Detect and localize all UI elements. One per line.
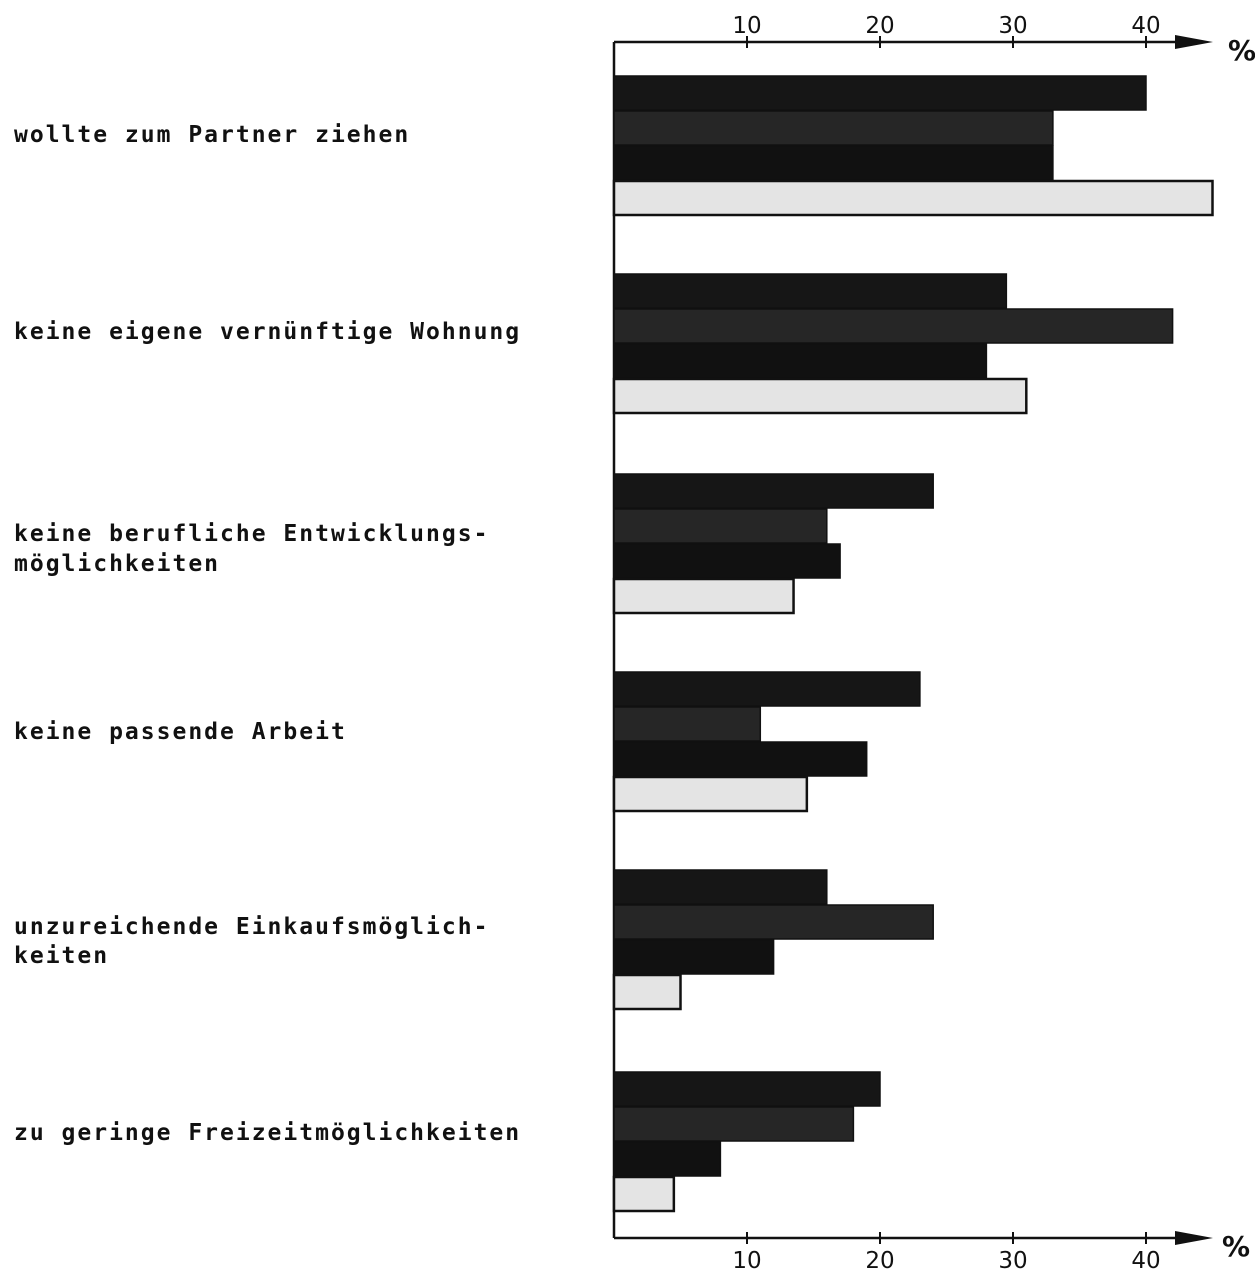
x-axis-unit-top: % — [1228, 34, 1255, 67]
bar — [613, 508, 828, 544]
bar — [613, 543, 841, 579]
category-label: keine berufliche Entwicklungs- — [14, 521, 489, 547]
bar — [613, 343, 988, 379]
x-tick-label-bottom: 10 — [732, 1248, 761, 1274]
x-axis-unit-bottom: % — [1222, 1230, 1250, 1263]
bar — [612, 973, 682, 1011]
bar — [613, 273, 1008, 309]
x-tick-label-top: 30 — [998, 13, 1027, 39]
bar — [612, 179, 1214, 217]
bar — [613, 1071, 881, 1107]
x-tick-label-bottom: 30 — [998, 1248, 1027, 1274]
bar — [612, 1175, 676, 1213]
bar — [613, 939, 775, 975]
category-label: wollte zum Partner ziehen — [14, 122, 410, 148]
x-axis-top-arrow — [1175, 35, 1213, 49]
bar — [613, 145, 1054, 181]
x-tick-label-top: 10 — [732, 13, 761, 39]
bar — [613, 706, 762, 742]
bar — [612, 775, 809, 813]
bar — [612, 577, 795, 615]
bar — [613, 308, 1174, 344]
bar — [613, 473, 934, 509]
category-label: keine eigene vernünftige Wohnung — [14, 319, 521, 345]
x-tick-label-top: 20 — [865, 13, 894, 39]
x-tick-label-bottom: 40 — [1131, 1248, 1160, 1274]
bar — [613, 1106, 855, 1142]
category-label: zu geringe Freizeitmöglichkeiten — [14, 1120, 521, 1146]
category-label: keiten — [14, 943, 109, 969]
bar — [613, 869, 828, 905]
category-label: keine passende Arbeit — [14, 719, 347, 745]
bar — [613, 904, 934, 940]
bar — [612, 377, 1028, 415]
bar — [613, 75, 1147, 111]
category-label: möglichkeiten — [14, 551, 220, 577]
bar — [613, 741, 868, 777]
bar — [613, 671, 921, 707]
x-tick-label-bottom: 20 — [865, 1248, 894, 1274]
bar — [613, 1141, 722, 1177]
bar — [613, 110, 1054, 146]
category-label: unzureichende Einkaufsmöglich- — [14, 914, 489, 940]
x-axis-bottom-arrow — [1175, 1231, 1213, 1245]
x-tick-label-top: 40 — [1131, 13, 1160, 39]
